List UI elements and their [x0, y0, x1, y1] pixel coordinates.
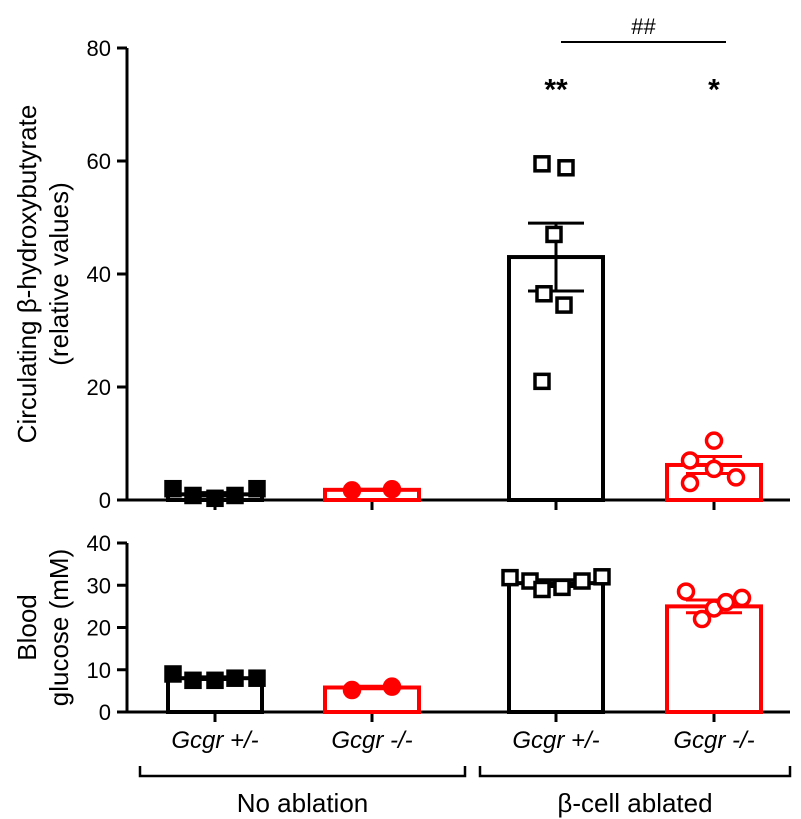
data-point — [545, 225, 563, 244]
data-point — [248, 669, 266, 687]
data-point — [553, 578, 571, 597]
data-point — [342, 481, 362, 500]
y-tick-label: 80 — [87, 36, 111, 61]
data-point — [716, 592, 736, 612]
y-axis-title-line1: Blood — [12, 594, 42, 661]
data-point — [692, 609, 712, 629]
data-point — [501, 568, 519, 587]
x-category-label: Gcgr +/- — [512, 727, 599, 754]
data-point — [555, 296, 573, 314]
y-tick-label: 40 — [87, 531, 111, 556]
data-point — [533, 372, 551, 391]
data-point — [676, 582, 696, 601]
y-tick-label: 20 — [87, 375, 111, 400]
data-point — [573, 572, 591, 590]
data-point — [533, 155, 551, 173]
y-tick-label: 30 — [87, 573, 111, 598]
y-tick-label: 0 — [99, 488, 111, 513]
y-tick-label: 60 — [87, 149, 111, 174]
data-point — [184, 671, 202, 690]
bar — [665, 604, 763, 714]
data-point — [184, 486, 202, 505]
y-tick-label: 20 — [87, 616, 111, 641]
x-axis-labels: Gcgr +/- Gcgr -/- Gcgr +/- Gcgr -/- — [171, 727, 754, 754]
bottom-panel: 0 10 20 30 40 Blood glucose (mM) — [12, 531, 790, 725]
data-point — [206, 671, 224, 690]
group-bracket — [478, 766, 792, 778]
y-tick-label: 10 — [87, 658, 111, 683]
data-point — [680, 473, 700, 493]
y-tick-label: 0 — [99, 700, 111, 725]
comparison-marker: ## — [631, 14, 656, 39]
x-category-label: Gcgr -/- — [673, 727, 754, 754]
top-panel: 0 20 40 60 80 Circulating β-hydroxybutyrate (r… — [12, 14, 790, 513]
group-brackets: No ablation β-cell ablated — [138, 766, 792, 818]
y-axis-title-line2: glucose (mM) — [44, 549, 74, 706]
x-category-label: Gcgr +/- — [171, 727, 258, 754]
bar — [166, 676, 264, 715]
data-point — [226, 486, 244, 505]
y-axis-title: Blood glucose (mM) — [12, 549, 74, 706]
data-point — [535, 285, 553, 303]
bar — [507, 581, 605, 715]
y-axis-title: Circulating β-hydroxybutyrate (relative v… — [12, 105, 74, 444]
data-point — [164, 665, 182, 683]
y-axis-title-line2: (relative values) — [44, 182, 74, 366]
data-point — [726, 468, 746, 487]
data-point — [164, 479, 182, 498]
data-point — [382, 480, 402, 499]
significance-marker: ** — [544, 74, 568, 107]
data-point — [533, 580, 551, 599]
data-point — [680, 451, 700, 470]
significance-marker: * — [708, 74, 720, 107]
data-point — [248, 479, 266, 498]
y-axis-title-line1: Circulating β-hydroxybutyrate — [12, 105, 42, 444]
data-point — [382, 677, 402, 696]
data-point — [732, 588, 752, 608]
bar — [507, 255, 605, 502]
group-bracket — [138, 766, 467, 778]
data-point — [206, 489, 224, 508]
data-point — [704, 459, 724, 479]
group-label: No ablation — [237, 788, 369, 818]
data-point — [557, 159, 575, 177]
y-tick-label: 40 — [87, 262, 111, 287]
x-category-label: Gcgr -/- — [331, 727, 412, 754]
data-point — [226, 669, 244, 687]
data-point — [704, 431, 724, 450]
data-point — [593, 568, 611, 586]
data-point — [342, 680, 362, 700]
bar — [323, 685, 421, 714]
group-label: β-cell ablated — [557, 788, 712, 818]
